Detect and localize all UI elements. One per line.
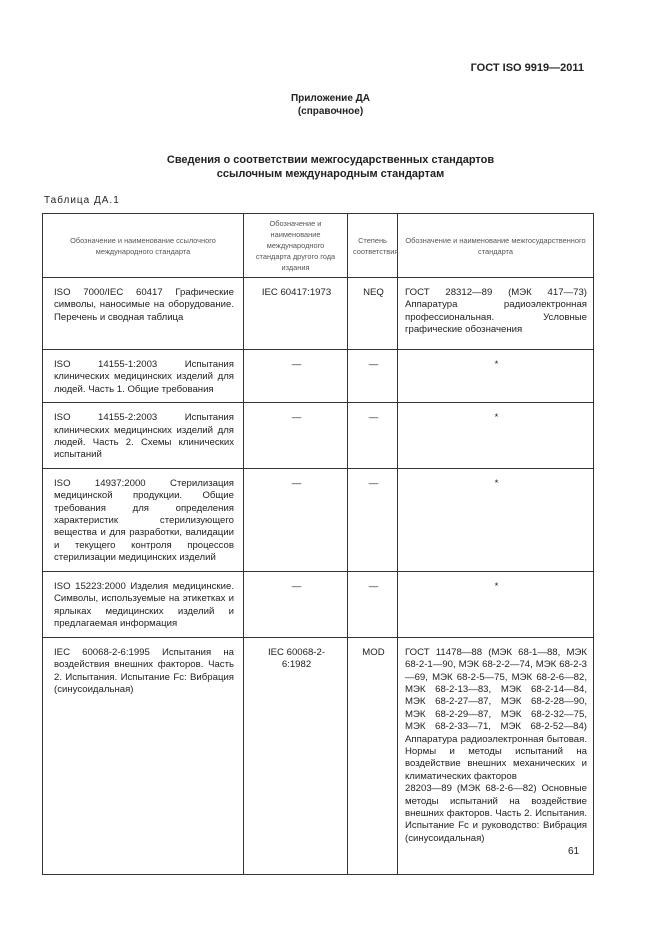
table-cell: IEC 60068-2-6:1995 Испытания на воздейст… bbox=[42, 636, 244, 875]
table-row: IEC 60068-2-6:1995 Испытания на воздейст… bbox=[42, 636, 594, 875]
section-title: Сведения о соответствии межгосударственн… bbox=[0, 153, 661, 181]
table-cell: — bbox=[347, 402, 398, 469]
table-row: ISO 15223:2000 Изделия медицинские. Симв… bbox=[42, 570, 594, 638]
table-row: ISO 14155-2:2003 Испытания клинических м… bbox=[42, 402, 594, 469]
column-header: Обозначение и наименование международног… bbox=[243, 213, 348, 278]
annex-heading: Приложение ДА (справочное) bbox=[0, 92, 661, 118]
table-cell: ГОСТ 11478—88 (МЭК 68-1—88, МЭК 68-2-1—9… bbox=[397, 636, 594, 875]
table-cell: * bbox=[397, 402, 594, 469]
column-header: Обозначение и наименование ссылочного ме… bbox=[42, 213, 244, 278]
section-title-line1: Сведения о соответствии межгосударственн… bbox=[166, 154, 495, 166]
table-cell: — bbox=[347, 348, 398, 404]
table-cell: MOD bbox=[347, 636, 398, 875]
table-cell: * bbox=[397, 570, 594, 638]
table-cell: IEC 60417:1973 bbox=[243, 277, 348, 350]
column-header: Обозначение и наименование межгосударств… bbox=[397, 213, 594, 278]
table-cell: * bbox=[397, 348, 594, 404]
table-row: ISO 14155-1:2003 Испытания клинических м… bbox=[42, 348, 594, 404]
table-cell: ISO 14155-2:2003 Испытания клинических м… bbox=[42, 402, 244, 469]
table-cell: ISO 15223:2000 Изделия медицинские. Симв… bbox=[42, 570, 244, 638]
table-cell: ISO 7000/IEC 60417 Графические символы, … bbox=[42, 277, 244, 350]
table-row: ISO 7000/IEC 60417 Графические символы, … bbox=[42, 277, 594, 350]
document-id: ГОСТ ISO 9919—2011 bbox=[470, 62, 584, 74]
table-cell: * bbox=[397, 467, 594, 572]
page-number: 61 bbox=[568, 846, 580, 857]
table-cell: NEQ bbox=[347, 277, 398, 350]
table-cell: — bbox=[243, 348, 348, 404]
table-cell: ГОСТ 28312—89 (МЭК 417—73) Аппаратура ра… bbox=[397, 277, 594, 350]
table-header-row: Обозначение и наименование ссылочного ме… bbox=[42, 213, 594, 278]
table-cell: ISO 14937:2000 Стерилизация медицинской … bbox=[42, 467, 244, 572]
table-cell: — bbox=[243, 467, 348, 572]
annex-title: Приложение ДА bbox=[290, 93, 371, 104]
table-cell: — bbox=[347, 467, 398, 572]
table-cell: ISO 14155-1:2003 Испытания клинических м… bbox=[42, 348, 244, 404]
column-header: Степень соответствия bbox=[347, 213, 398, 278]
table-cell: IEC 60068-2-6:1982 bbox=[243, 636, 348, 875]
table-row: ISO 14937:2000 Стерилизация медицинской … bbox=[42, 467, 594, 572]
table-cell: — bbox=[243, 402, 348, 469]
annex-subtitle: (справочное) bbox=[297, 106, 364, 117]
table-caption: Таблица ДА.1 bbox=[44, 195, 120, 206]
correspondence-table: Обозначение и наименование ссылочного ме… bbox=[42, 213, 594, 875]
table-cell: — bbox=[347, 570, 398, 638]
table-cell: — bbox=[243, 570, 348, 638]
section-title-line2: ссылочным международным стандартам bbox=[216, 168, 445, 180]
